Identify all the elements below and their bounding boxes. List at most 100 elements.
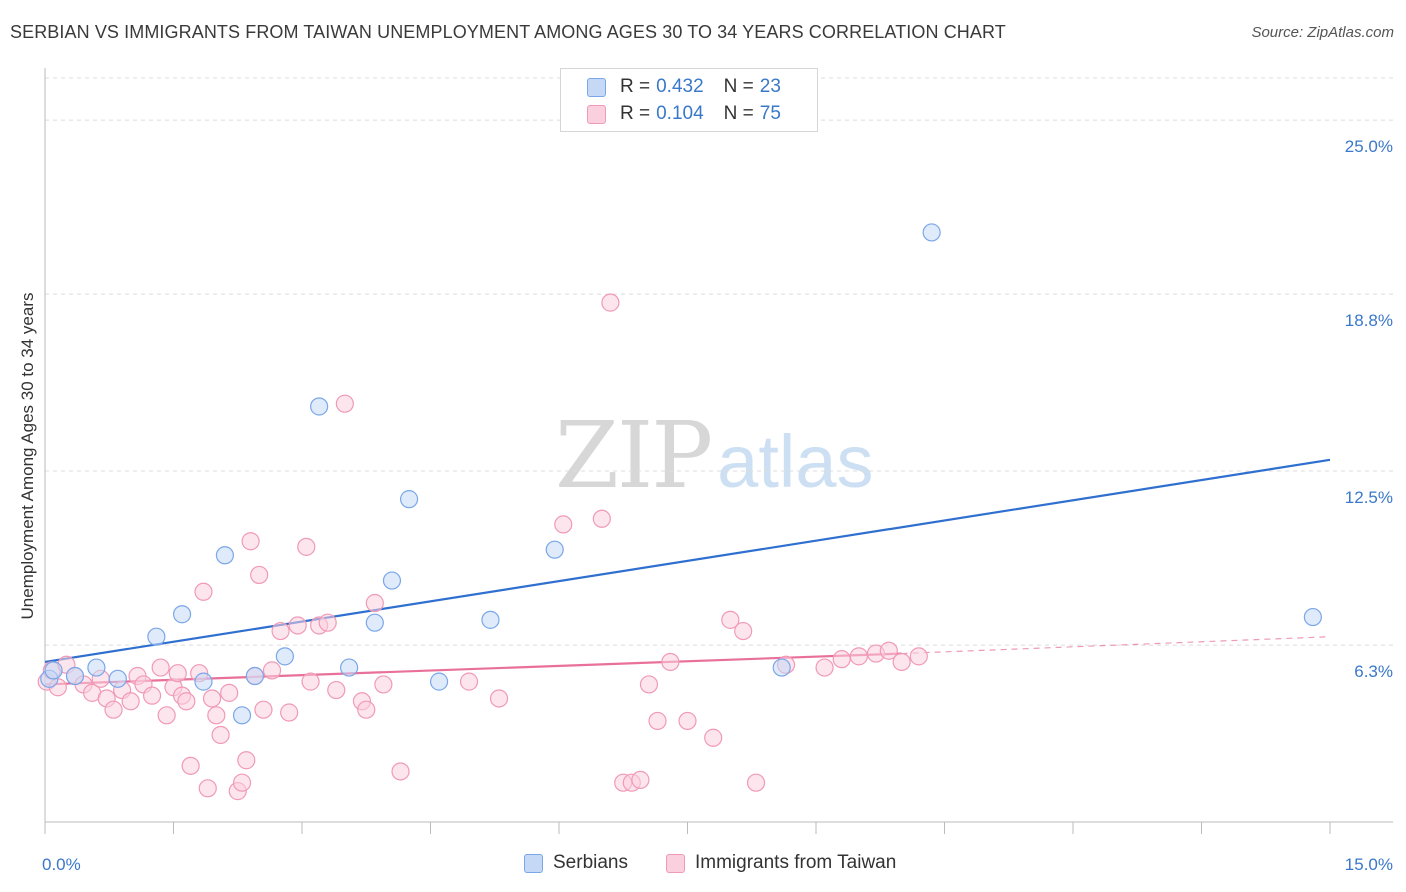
taiwan-point bbox=[104, 700, 123, 719]
serbians-point bbox=[310, 397, 329, 416]
taiwan-point bbox=[280, 703, 299, 722]
legend-row-serbians: R = 0.432 N = 23 bbox=[587, 75, 781, 99]
taiwan-legend-swatch bbox=[666, 853, 685, 873]
taiwan-point bbox=[211, 725, 230, 745]
taiwan-point bbox=[335, 394, 354, 413]
taiwan-point bbox=[639, 675, 659, 694]
y-tick-label: 12.5% bbox=[1345, 488, 1393, 507]
serbians-point bbox=[172, 605, 192, 624]
taiwan-point bbox=[318, 613, 337, 632]
taiwan-point bbox=[297, 537, 316, 556]
serbians-point bbox=[232, 706, 252, 725]
taiwan-point bbox=[489, 689, 509, 708]
taiwan-point bbox=[301, 672, 320, 691]
taiwan-point bbox=[271, 621, 290, 641]
taiwan-point bbox=[357, 700, 376, 719]
taiwan-point bbox=[237, 751, 256, 770]
serbians-point bbox=[65, 666, 85, 686]
points-layer bbox=[37, 223, 1322, 801]
r-label: R = bbox=[620, 76, 651, 97]
chart-title: SERBIAN VS IMMIGRANTS FROM TAIWAN UNEMPL… bbox=[10, 22, 1006, 42]
taiwan-point bbox=[288, 616, 307, 635]
serbians-point bbox=[365, 613, 384, 632]
taiwan-point bbox=[721, 610, 740, 629]
taiwan-point bbox=[734, 621, 753, 641]
taiwan-point bbox=[365, 593, 384, 613]
legend-item-serbians[interactable]: Serbians bbox=[524, 852, 628, 874]
grid-layer bbox=[45, 77, 1393, 646]
serbians-point bbox=[429, 672, 449, 691]
serbians-point bbox=[382, 571, 402, 590]
taiwan-point bbox=[142, 686, 162, 705]
n-label: N = bbox=[723, 103, 754, 124]
taiwan-point bbox=[592, 509, 611, 528]
taiwan-point bbox=[241, 532, 260, 551]
legend-item-taiwan[interactable]: Immigrants from Taiwan bbox=[666, 852, 896, 874]
serbians-point bbox=[275, 647, 294, 666]
n-label: N = bbox=[723, 76, 754, 97]
taiwan-point bbox=[661, 652, 680, 672]
y-tick-label: 18.8% bbox=[1345, 311, 1393, 330]
y-tick-label: 6.3% bbox=[1354, 662, 1393, 681]
taiwan-point bbox=[459, 672, 479, 691]
label-layer: 6.3% 12.5% 18.8% 25.0% 0.0% 15.0% bbox=[42, 137, 1393, 874]
source-credit: Source: ZipAtlas.com bbox=[1251, 24, 1394, 41]
taiwan-point bbox=[879, 641, 898, 660]
legend-row-taiwan: R = 0.104 N = 75 bbox=[587, 102, 781, 126]
taiwan-trend-extension bbox=[901, 636, 1331, 655]
serbians-point bbox=[108, 669, 127, 688]
taiwan-point bbox=[554, 515, 573, 534]
taiwan-swatch bbox=[587, 104, 606, 124]
taiwan-point bbox=[815, 658, 834, 677]
serbians-point bbox=[194, 672, 213, 691]
serbians-trend-line bbox=[44, 458, 1331, 664]
taiwan-point bbox=[121, 692, 140, 711]
x-tick-label: 15.0% bbox=[1345, 855, 1393, 874]
serbians-point bbox=[1303, 607, 1322, 627]
taiwan-point bbox=[177, 692, 196, 711]
taiwan-point bbox=[391, 762, 410, 781]
serbians-point bbox=[44, 661, 63, 680]
serbians-point bbox=[399, 490, 419, 509]
serbians-point bbox=[481, 610, 500, 629]
taiwan-point bbox=[631, 770, 650, 789]
taiwan-trend-line bbox=[44, 652, 902, 686]
serbians-point bbox=[340, 658, 359, 677]
taiwan-point bbox=[151, 658, 170, 677]
taiwan-point bbox=[202, 689, 222, 708]
serbians-point bbox=[147, 627, 166, 646]
taiwan-point bbox=[254, 700, 273, 719]
taiwan-point bbox=[198, 779, 217, 798]
taiwan-point bbox=[220, 683, 239, 702]
serbians-r-value: 0.432 bbox=[656, 76, 704, 97]
x-tick-label: 0.0% bbox=[42, 855, 81, 874]
taiwan-point bbox=[194, 582, 213, 601]
stats-legend: R = 0.432 N = 23 R = 0.104 N = 75 bbox=[560, 68, 818, 132]
taiwan-point bbox=[207, 706, 226, 725]
taiwan-point bbox=[181, 756, 200, 775]
serbians-point bbox=[922, 223, 941, 242]
taiwan-legend-label: Immigrants from Taiwan bbox=[695, 852, 897, 873]
serbians-legend-label: Serbians bbox=[553, 852, 628, 873]
serbians-point bbox=[772, 658, 791, 677]
taiwan-point bbox=[232, 773, 252, 792]
taiwan-point bbox=[327, 680, 346, 700]
serbians-n-value: 23 bbox=[759, 76, 781, 97]
taiwan-point bbox=[832, 650, 851, 669]
taiwan-point bbox=[892, 652, 911, 672]
r-label: R = bbox=[620, 103, 651, 124]
serbians-swatch bbox=[587, 77, 606, 97]
serbians-legend-swatch bbox=[524, 853, 543, 873]
taiwan-point bbox=[678, 711, 697, 731]
y-tick-label: 25.0% bbox=[1345, 137, 1393, 156]
taiwan-point bbox=[168, 664, 187, 683]
taiwan-r-value: 0.104 bbox=[656, 103, 704, 124]
series-legend: Serbians Immigrants from Taiwan bbox=[0, 852, 1406, 878]
taiwan-point bbox=[262, 661, 282, 680]
serbians-point bbox=[215, 546, 234, 565]
trend-layer bbox=[44, 458, 1331, 686]
taiwan-point bbox=[250, 565, 269, 585]
taiwan-n-value: 75 bbox=[759, 103, 781, 124]
